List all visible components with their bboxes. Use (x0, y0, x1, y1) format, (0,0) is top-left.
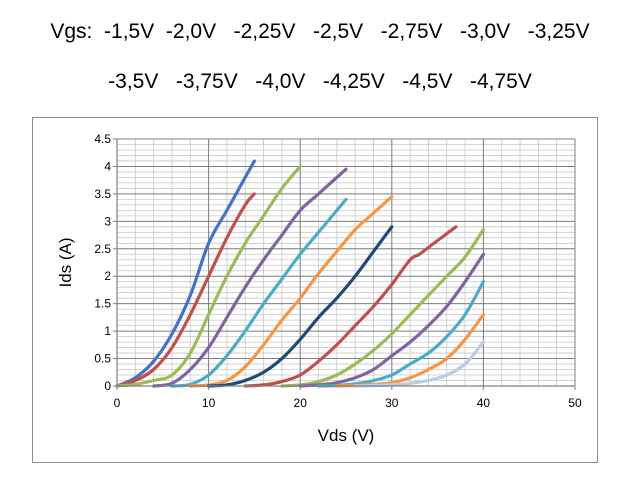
x-tick-label: 30 (385, 396, 399, 410)
y-tick-label: 0 (104, 379, 111, 393)
y-tick-labels: 0 0.5 1 1.5 2 2.5 3 3.5 4 4.5 (94, 132, 117, 393)
grid (116, 138, 576, 387)
y-tick-label: 1.5 (94, 297, 111, 311)
series-line-4 (152, 167, 348, 388)
y-tick-label: 4 (104, 159, 111, 173)
x-tick-label: 10 (202, 396, 216, 410)
vgs-legend-line-2: -3,5V -3,75V -4,0V -4,25V -4,5V -4,75V (108, 70, 532, 93)
y-tick-label: 0.5 (94, 352, 111, 366)
x-tick-labels: 0 10 20 30 40 50 (114, 386, 582, 410)
ids-vds-chart: 0 10 20 30 40 50 0 0.5 1 1.5 2 2.5 3 3.5 4 4.5 Vds (V)… (56, 132, 582, 445)
y-tick-label: 2.5 (94, 242, 111, 256)
series-line-10 (298, 252, 485, 388)
chart-frame: 0 10 20 30 40 50 0 0.5 1 1.5 2 2.5 3 3.5 4 4.5 Vds (V)… (32, 117, 598, 463)
series-line-6 (188, 195, 394, 388)
y-axis-label: Ids (A) (56, 237, 75, 287)
y-tick-label: 3.5 (94, 187, 111, 201)
x-tick-label: 50 (568, 396, 582, 410)
x-tick-label: 0 (114, 396, 121, 410)
y-tick-label: 4.5 (94, 132, 111, 146)
y-tick-label: 2 (104, 269, 111, 283)
series-line-9 (280, 228, 485, 388)
x-axis-label: Vds (V) (318, 426, 375, 445)
series-line-1 (115, 159, 256, 388)
series-line-7 (207, 225, 394, 388)
y-tick-label: 1 (104, 324, 111, 338)
series-group (115, 159, 485, 388)
y-tick-label: 3 (104, 214, 111, 228)
series-line-8 (243, 225, 458, 388)
vgs-legend-line-1: Vgs: -1,5V -2,0V -2,25V -2,5V -2,75V -3,… (50, 20, 590, 43)
series-line-3 (115, 164, 302, 388)
x-tick-label: 40 (477, 396, 491, 410)
series-line-2 (115, 192, 256, 388)
series-line-5 (170, 197, 348, 388)
x-tick-label: 20 (294, 396, 308, 410)
axes (116, 139, 575, 387)
